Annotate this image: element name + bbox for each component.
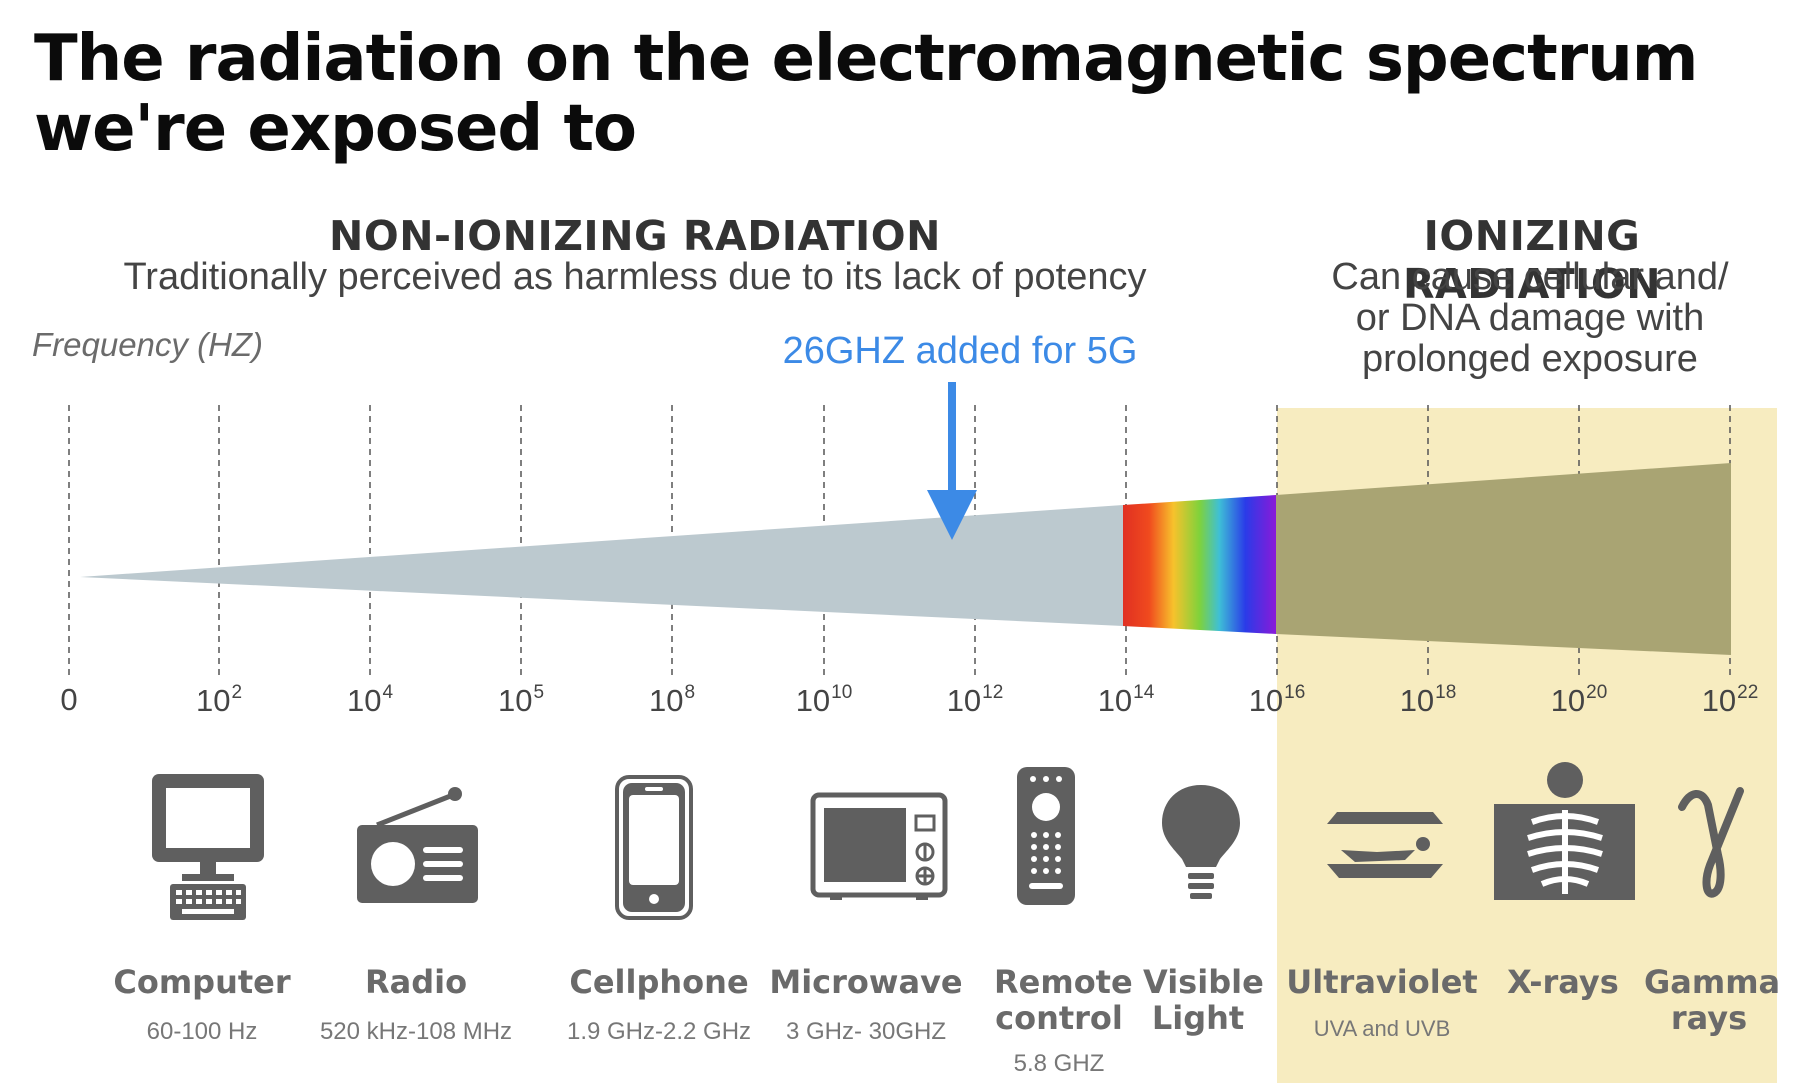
ionizing-description-line-3: prolonged exposure xyxy=(1362,338,1698,380)
tick-base: 10 xyxy=(346,683,382,718)
item-name-xrays: X-rays xyxy=(1507,963,1619,1001)
tick-label: 1014 xyxy=(1098,682,1155,719)
tanning-bed-icon xyxy=(1327,812,1443,878)
item-name-gamma-rays: Gamma rays xyxy=(1644,963,1781,1037)
item-name-visible-light: Visible Light xyxy=(1143,963,1264,1037)
item-range-microwave: 3 GHz- 30GHZ xyxy=(785,1018,947,1045)
microwave-icon xyxy=(810,792,948,900)
item-name-computer: Computer xyxy=(113,963,291,1001)
cellphone-icon xyxy=(615,775,693,920)
tick-label: 1010 xyxy=(796,682,853,719)
frequency-axis-label: Frequency (HZ) xyxy=(32,326,264,363)
remote-control-icon xyxy=(1017,767,1075,905)
tick-label: 1022 xyxy=(1702,682,1759,719)
non-ionizing-band xyxy=(80,505,1123,626)
tick-label: 102 xyxy=(196,682,242,719)
xray-icon xyxy=(1494,762,1635,900)
tick-base: 10 xyxy=(1701,683,1737,718)
tick-label: 108 xyxy=(649,682,695,719)
ionizing-band xyxy=(1276,463,1731,655)
tick-label: 1012 xyxy=(947,682,1004,719)
tick-label: 105 xyxy=(498,682,544,719)
tick-exponent: 18 xyxy=(1435,682,1457,703)
item-range-ultraviolet: UVA and UVB xyxy=(1313,1016,1451,1041)
ionizing-heading: IONIZING RADIATION xyxy=(1402,212,1662,308)
ionizing-description: Can cause cellular and/ or DNA damage wi… xyxy=(1270,257,1790,380)
tick-exponent: 10 xyxy=(831,682,853,703)
tick-exponent: 4 xyxy=(382,682,394,703)
tick-exponent: 12 xyxy=(982,682,1004,703)
visible-light-band xyxy=(1123,495,1276,634)
tick-base: 10 xyxy=(795,683,831,718)
tick-base: 10 xyxy=(497,683,533,718)
tick-exponent: 16 xyxy=(1284,682,1306,703)
tick-exponent: 22 xyxy=(1737,682,1759,703)
item-name-cellphone: Cellphone xyxy=(569,963,749,1001)
item-range-radio: 520 kHz-108 MHz xyxy=(319,1018,513,1045)
tick-base: 10 xyxy=(195,683,231,718)
tick-exponent: 14 xyxy=(1133,682,1155,703)
tick-label: 1020 xyxy=(1551,682,1608,719)
item-range-cellphone: 1.9 GHz-2.2 GHz xyxy=(566,1018,752,1045)
non-ionizing-heading: NON-IONIZING RADIATION xyxy=(329,212,941,260)
5g-arrow-icon xyxy=(927,382,977,540)
ionizing-description-line-1: Can cause cellular and/ xyxy=(1331,256,1729,298)
title-line-1: The radiation on the electromagnetic spe… xyxy=(34,22,1698,96)
gamma-icon xyxy=(1678,787,1744,898)
tick-exponent: 2 xyxy=(231,682,243,703)
title-line-2: we're exposed to xyxy=(34,92,637,166)
item-name-microwave: Microwave xyxy=(769,963,963,1001)
tick-base: 10 xyxy=(946,683,982,718)
tick-exponent: 8 xyxy=(684,682,696,703)
item-name-ultraviolet: Ultraviolet xyxy=(1286,963,1478,1001)
5g-callout-label: 26GHZ added for 5G xyxy=(782,330,1138,372)
tick-label: 1018 xyxy=(1400,682,1457,719)
tick-base: 10 xyxy=(1550,683,1586,718)
tick-base: 10 xyxy=(1248,683,1284,718)
tick-base: 10 xyxy=(1097,683,1133,718)
tick-base: 0 xyxy=(60,682,78,717)
ionizing-description-line-2: or DNA damage with xyxy=(1355,297,1705,339)
tick-exponent: 5 xyxy=(533,682,545,703)
tick-base: 10 xyxy=(648,683,684,718)
tick-exponent: 20 xyxy=(1586,682,1608,703)
item-name-remote-control: Remote control xyxy=(994,963,1133,1037)
computer-icon xyxy=(152,774,264,920)
tick-label: 1016 xyxy=(1249,682,1306,719)
lightbulb-icon xyxy=(1162,785,1240,899)
radio-icon xyxy=(357,787,478,903)
item-name-radio: Radio xyxy=(364,963,468,1001)
tick-base: 10 xyxy=(1399,683,1435,718)
non-ionizing-description: Traditionally perceived as harmless due … xyxy=(123,256,1147,298)
tick-label: 104 xyxy=(347,682,393,719)
tick-label: 0 xyxy=(60,682,77,718)
page-title: The radiation on the electromagnetic spe… xyxy=(34,24,1734,164)
item-range-remote-control: 5.8 GHZ xyxy=(1013,1050,1105,1077)
item-range-computer: 60-100 Hz xyxy=(146,1018,258,1045)
